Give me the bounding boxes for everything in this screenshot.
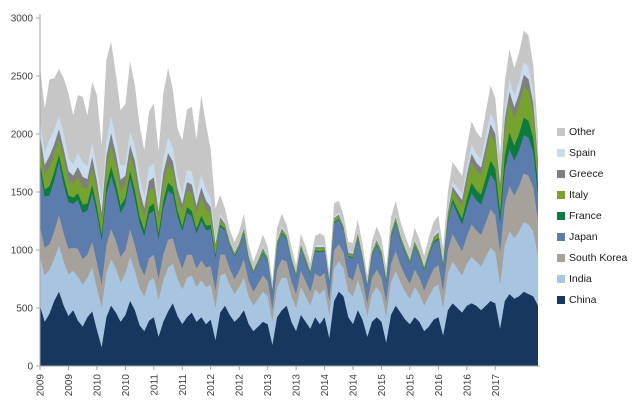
legend-item-india: India	[557, 268, 627, 289]
y-tick-label: 2000	[11, 130, 34, 141]
x-tick-label: 2013	[263, 374, 274, 397]
x-tick-label: 2011	[178, 374, 189, 396]
legend-swatch-icon	[557, 169, 565, 178]
y-tick-label: 1000	[11, 246, 34, 257]
legend-label: India	[569, 272, 592, 285]
x-tick-label: 2014	[349, 374, 360, 397]
legend-item-south-korea: South Korea	[557, 247, 627, 268]
legend-item-china: China	[557, 289, 627, 310]
legend-item-japan: Japan	[557, 226, 627, 247]
legend-item-other: Other	[557, 121, 627, 142]
legend-label: South Korea	[569, 251, 628, 264]
y-tick-label: 3000	[11, 14, 34, 25]
legend-label: China	[569, 293, 597, 306]
x-tick-label: 2017	[491, 374, 502, 397]
x-tick-label: 2009	[64, 374, 75, 397]
x-tick-label: 2012	[206, 374, 217, 397]
legend-label: Greece	[569, 167, 604, 180]
legend-label: Italy	[569, 188, 589, 201]
legend-swatch-icon	[557, 127, 565, 136]
x-axis: 2009 2009 2010 2010 2011 2011 2012 2012 2013 2013…	[36, 365, 540, 397]
y-tick-label: 0	[27, 362, 33, 373]
y-tick-label: 1500	[11, 188, 34, 199]
legend-swatch-icon	[557, 253, 565, 262]
x-tick-label: 2015	[377, 374, 388, 397]
legend-swatch-icon	[557, 232, 565, 241]
x-tick-label: 2014	[320, 374, 331, 397]
legend-item-spain: Spain	[557, 142, 627, 163]
y-tick-label: 500	[16, 304, 33, 315]
x-tick-label: 2016	[434, 374, 445, 397]
legend: Other Spain Greece Italy France Japan South Ko…	[557, 121, 627, 310]
legend-label: France	[569, 209, 602, 222]
x-tick-label: 2012	[235, 374, 246, 397]
y-axis: 0 500 1000 1500 2000 2500 3000	[11, 14, 41, 373]
legend-swatch-icon	[557, 295, 565, 304]
legend-item-france: France	[557, 205, 627, 226]
legend-label: Other	[569, 125, 596, 138]
x-tick-label: 2010	[121, 374, 132, 397]
legend-swatch-icon	[557, 148, 565, 157]
x-tick-label: 2013	[292, 374, 303, 397]
legend-swatch-icon	[557, 190, 565, 199]
x-tick-label: 2016	[462, 374, 473, 397]
x-tick-label: 2011	[149, 374, 160, 396]
legend-item-greece: Greece	[557, 163, 627, 184]
area-china	[40, 291, 538, 366]
legend-label: Spain	[569, 146, 596, 159]
legend-item-italy: Italy	[557, 184, 627, 205]
y-tick-label: 2500	[11, 72, 34, 83]
legend-swatch-icon	[557, 274, 565, 283]
legend-swatch-icon	[557, 211, 565, 220]
legend-label: Japan	[569, 230, 598, 243]
x-tick-label: 2009	[36, 374, 47, 397]
x-tick-label: 2010	[92, 374, 103, 397]
x-tick-label: 2015	[405, 374, 416, 397]
